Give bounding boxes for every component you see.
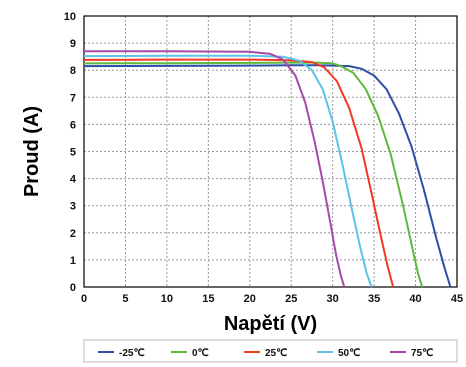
x-tick-label: 45 (451, 293, 463, 305)
y-tick-label: 10 (64, 11, 76, 23)
legend-label: -25℃ (119, 348, 145, 359)
series-line (84, 50, 346, 288)
series-line (83, 64, 452, 288)
x-axis-ticks: 0 5 10 15 20 25 30 35 40 45 (81, 293, 463, 305)
x-tick-label: 5 (122, 293, 128, 305)
y-tick-label: 9 (70, 38, 76, 50)
x-tick-label: 0 (81, 293, 87, 305)
x-tick-label: 10 (161, 293, 173, 305)
series-line (83, 58, 395, 288)
series-line (83, 54, 373, 288)
plot-frame (83, 15, 458, 288)
legend-label: 50℃ (338, 348, 360, 359)
x-tick-label: 35 (368, 293, 380, 305)
grid (84, 16, 457, 287)
x-axis-title: Napětí (V) (224, 313, 317, 335)
x-tick-label: 25 (285, 293, 297, 305)
y-tick-label: 8 (70, 65, 76, 77)
y-tick-label: 4 (70, 174, 77, 186)
series-line (83, 61, 424, 288)
legend-label: 75℃ (411, 348, 433, 359)
series-lines (83, 50, 452, 288)
legend-label: 25℃ (265, 348, 287, 359)
x-tick-label: 30 (327, 293, 339, 305)
y-tick-label: 5 (70, 147, 76, 159)
y-tick-label: 1 (70, 255, 76, 267)
legend: -25℃ 0℃ 25℃ 50℃ 75℃ (83, 339, 458, 363)
x-tick-label: 15 (202, 293, 214, 305)
y-axis-ticks: 0 1 2 3 4 5 6 7 8 9 10 (64, 11, 77, 294)
y-tick-label: 7 (70, 92, 76, 104)
legend-box (83, 339, 458, 363)
y-tick-label: 3 (70, 201, 76, 213)
y-tick-label: 2 (70, 228, 76, 240)
x-tick-label: 40 (409, 293, 421, 305)
y-axis-title: Proud (A) (21, 106, 43, 197)
y-tick-label: 6 (70, 119, 76, 131)
x-tick-label: 20 (244, 293, 256, 305)
y-tick-label: 0 (70, 282, 76, 294)
legend-label: 0℃ (192, 348, 209, 359)
